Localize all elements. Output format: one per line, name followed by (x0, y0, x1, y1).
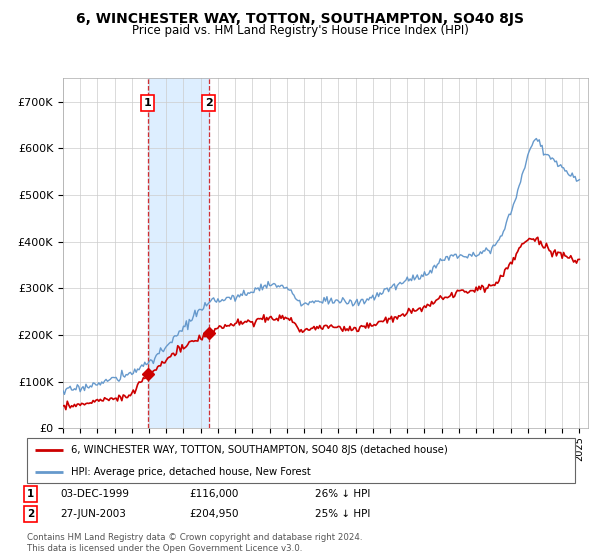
Text: Price paid vs. HM Land Registry's House Price Index (HPI): Price paid vs. HM Land Registry's House … (131, 24, 469, 36)
Text: 2: 2 (205, 98, 212, 108)
Text: 25% ↓ HPI: 25% ↓ HPI (315, 509, 370, 519)
Text: 03-DEC-1999: 03-DEC-1999 (60, 489, 129, 499)
Text: 27-JUN-2003: 27-JUN-2003 (60, 509, 126, 519)
Text: £204,950: £204,950 (189, 509, 239, 519)
Text: £116,000: £116,000 (189, 489, 238, 499)
FancyBboxPatch shape (27, 438, 575, 483)
Text: 2: 2 (27, 509, 34, 519)
Text: 6, WINCHESTER WAY, TOTTON, SOUTHAMPTON, SO40 8JS: 6, WINCHESTER WAY, TOTTON, SOUTHAMPTON, … (76, 12, 524, 26)
Text: 26% ↓ HPI: 26% ↓ HPI (315, 489, 370, 499)
Bar (148, 78, 209, 428)
Text: HPI: Average price, detached house, New Forest: HPI: Average price, detached house, New … (71, 466, 311, 477)
Text: 1: 1 (27, 489, 34, 499)
Text: 1: 1 (144, 98, 152, 108)
Text: Contains HM Land Registry data © Crown copyright and database right 2024.
This d: Contains HM Land Registry data © Crown c… (27, 533, 362, 553)
Text: 6, WINCHESTER WAY, TOTTON, SOUTHAMPTON, SO40 8JS (detached house): 6, WINCHESTER WAY, TOTTON, SOUTHAMPTON, … (71, 445, 448, 455)
